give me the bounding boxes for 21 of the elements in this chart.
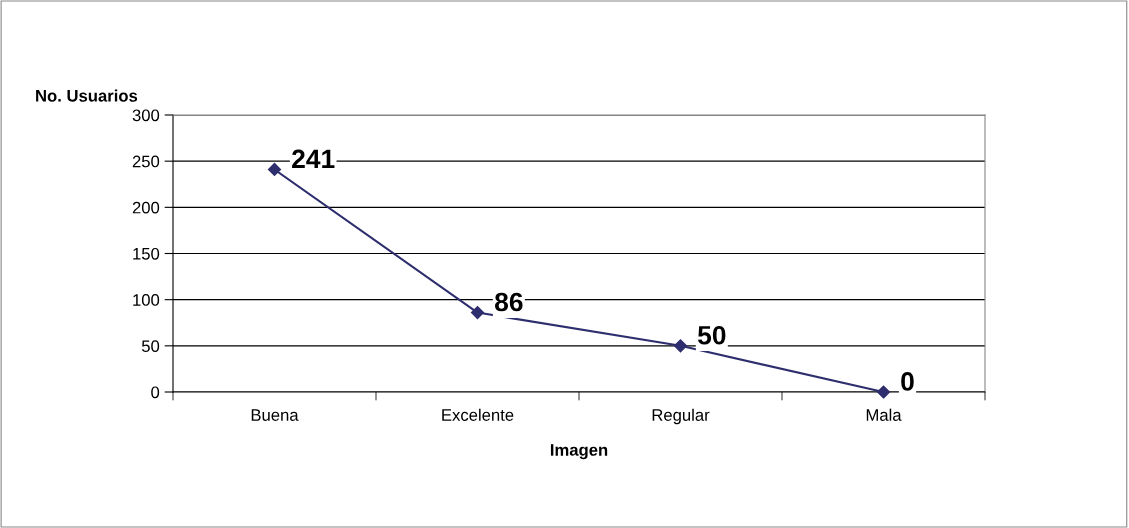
data-label: 241 <box>292 149 335 168</box>
y-tick-label: 100 <box>133 294 160 306</box>
y-tick-label: 150 <box>133 247 160 260</box>
y-tick-label: 50 <box>141 340 160 353</box>
y-tick-label: 0 <box>151 386 160 399</box>
data-label: 0 <box>901 372 914 391</box>
point <box>470 306 485 320</box>
data-label: 50 <box>697 325 726 345</box>
data-label: 86 <box>495 292 523 312</box>
y-axis-title: No. Usuarios <box>36 89 138 102</box>
point <box>673 339 688 353</box>
y-tick-label: 300 <box>132 109 160 122</box>
point <box>876 385 891 399</box>
x-tick-label: Regular <box>652 408 710 425</box>
x-tick-label: Excelente <box>442 408 514 421</box>
x-tick-label: Buena <box>251 409 299 421</box>
point <box>267 162 282 177</box>
x-tick-label: Mala <box>866 408 902 421</box>
x-axis-title: Imagen <box>550 444 608 460</box>
y-tick-label: 200 <box>132 201 160 214</box>
y-tick-label: 250 <box>132 155 160 168</box>
